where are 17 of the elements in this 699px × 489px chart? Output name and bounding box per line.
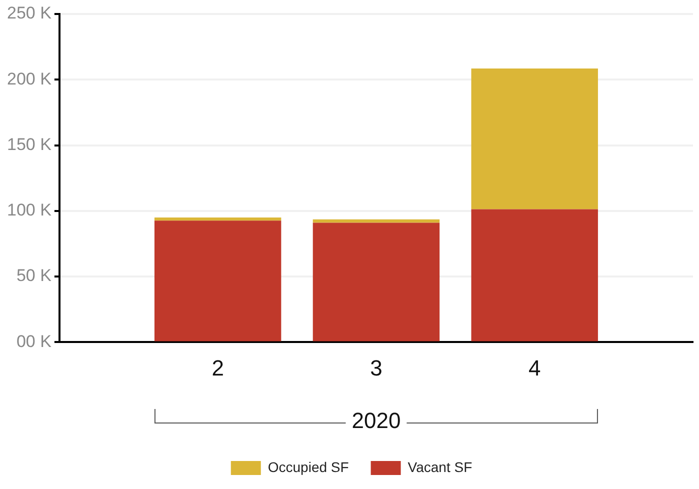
y-tick-label: 100 K [6,200,52,220]
y-tick-label: 250 K [6,4,52,23]
legend-label: Occupied SF [268,458,349,475]
x-tick-label: 2 [212,355,224,380]
bar [471,68,598,210]
bar [154,220,282,342]
y-tick-label: 00 K [16,332,52,351]
x-tick-label: 3 [370,355,382,380]
y-tick-label: 200 K [6,69,52,88]
bar [312,222,440,342]
legend-label: Vacant SF [408,458,472,475]
x-tick-label: 4 [528,355,541,380]
bar [154,217,282,221]
y-tick-label: 50 K [16,266,52,286]
x-axis-title: 2020 [352,408,401,433]
bar [471,209,598,342]
y-tick-label: 150 K [6,134,52,154]
